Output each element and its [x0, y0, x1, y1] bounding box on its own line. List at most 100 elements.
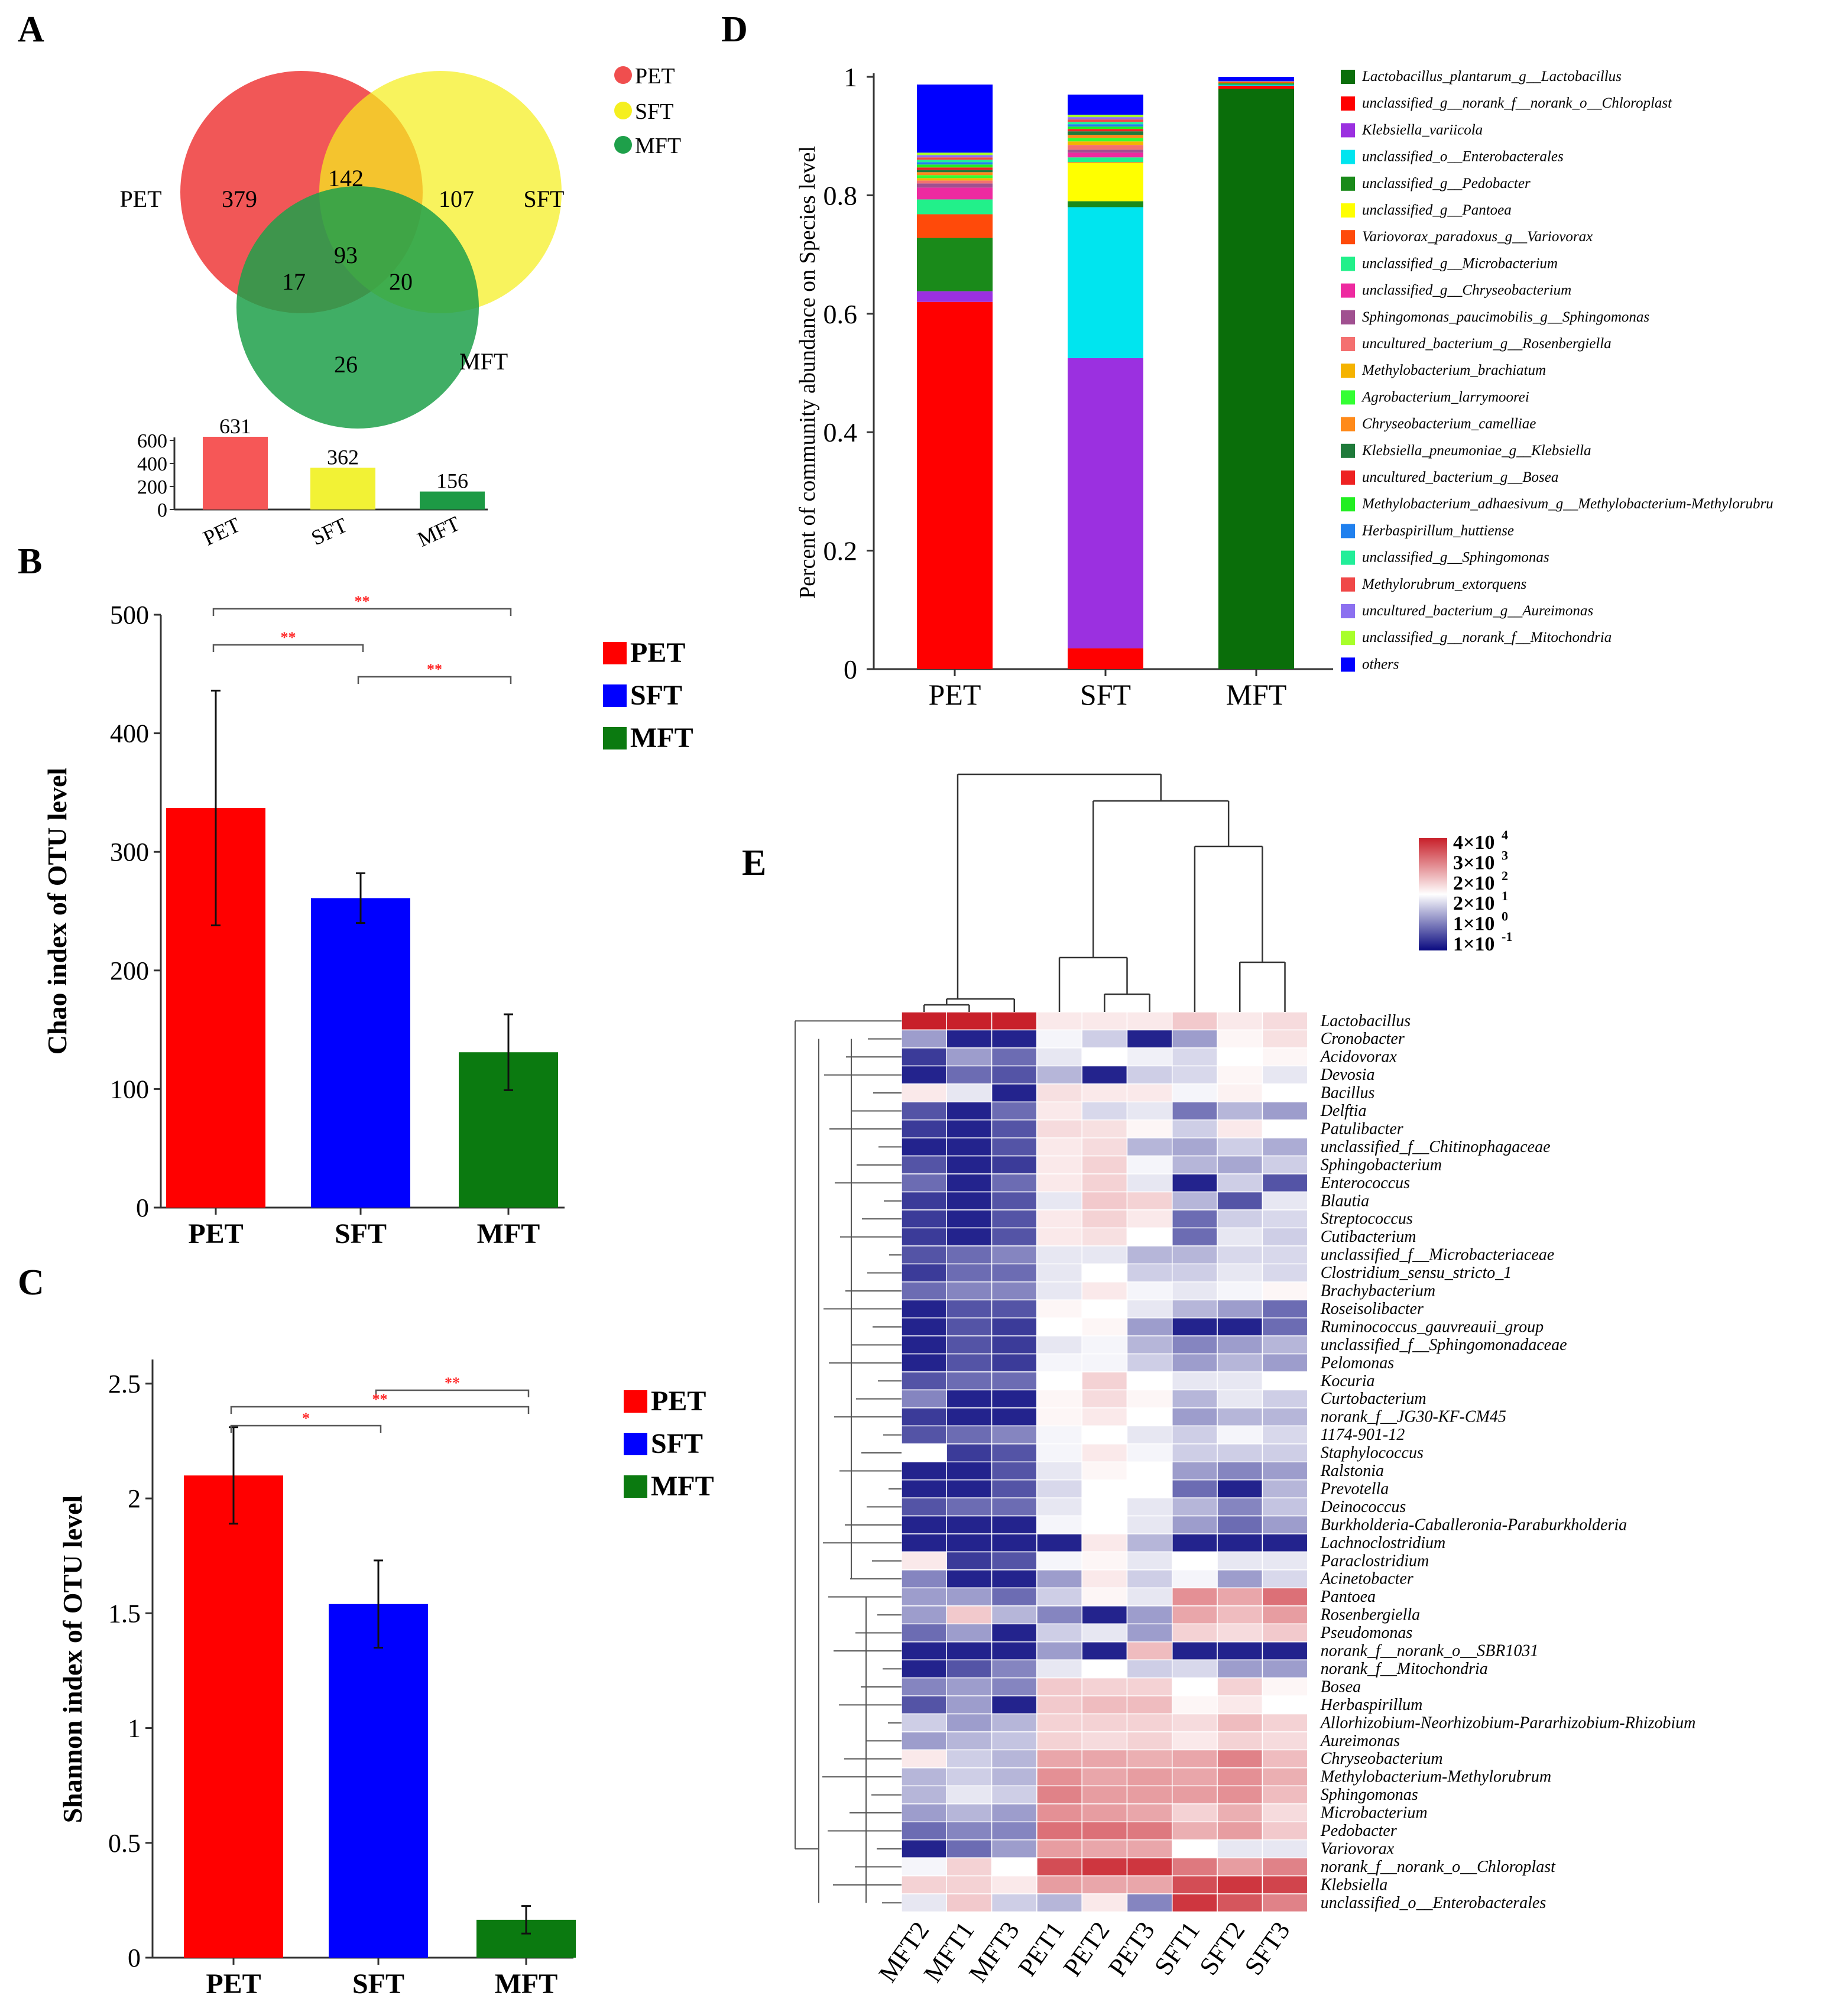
heatmap-cell [901, 1155, 948, 1174]
heatmap-cell [991, 1335, 1038, 1355]
heatmap-cell [1172, 1317, 1218, 1336]
hist-y-tick-label: 400 [137, 453, 167, 475]
x-tick-label: PET [206, 1968, 261, 2000]
heatmap-cell [946, 1659, 993, 1679]
legend-label: others [1362, 656, 1399, 672]
heatmap-cell [946, 1587, 993, 1607]
legend-label: unclassified_g__norank_f__Mitochondria [1362, 630, 1612, 645]
heatmap-cell [946, 1461, 993, 1481]
legend-swatch [1341, 390, 1355, 405]
heatmap-cell [946, 1803, 993, 1823]
heatmap-cell [901, 1083, 948, 1103]
legend-swatch-pet [624, 1390, 647, 1413]
heatmap-cell [991, 1245, 1038, 1265]
heatmap-cell [901, 1461, 948, 1481]
legend-swatch [1341, 176, 1355, 191]
heatmap-cell [1262, 1857, 1308, 1877]
heatmap-cell [1172, 1713, 1218, 1732]
heatmap-cell [1081, 1605, 1128, 1625]
heatmap-cell [1081, 1155, 1128, 1174]
heatmap-cell [991, 1371, 1038, 1391]
heatmap-column-label: SFT3 [1239, 1916, 1295, 1980]
stack-segment-sft [1068, 95, 1143, 115]
stack-segment-pet [917, 157, 993, 160]
heatmap-cell [1126, 1407, 1173, 1427]
x-tick-label: PET [188, 1218, 243, 1250]
heatmap-cell [1262, 1227, 1308, 1247]
heatmap-cell [1126, 1065, 1173, 1085]
heatmap-cell [1217, 1155, 1263, 1174]
heatmap-cell [1036, 1083, 1082, 1103]
heatmap-row-label: Acinetobacter [1319, 1570, 1413, 1588]
significance-bracket [212, 608, 512, 616]
heatmap-row-label: Kocuria [1320, 1372, 1375, 1390]
heatmap-cell [991, 1299, 1038, 1319]
hist-bar-pet [203, 436, 268, 510]
heatmap-cell [991, 1227, 1038, 1247]
heatmap-row-label: norank_f__Mitochondria [1321, 1660, 1488, 1678]
heatmap-row-label: Delftia [1320, 1102, 1367, 1120]
heatmap-cell [1036, 1479, 1082, 1498]
heatmap-cell [1217, 1479, 1263, 1498]
heatmap-cell [901, 1047, 948, 1067]
stack-segment-pet [917, 178, 993, 181]
heatmap-cell [1172, 1245, 1218, 1265]
heatmap-cell [1081, 1893, 1128, 1913]
heatmap-cell [1081, 1353, 1128, 1372]
stack-segment-pet [917, 183, 993, 188]
y-tick-label: 400 [110, 719, 149, 748]
stack-segment-pet [917, 214, 993, 238]
heatmap-cell [1036, 1047, 1082, 1067]
heatmap-cell [1172, 1209, 1218, 1229]
heatmap-row-label: unclassified_f__Chitinophagaceae [1321, 1138, 1551, 1156]
heatmap-cell [991, 1209, 1038, 1229]
heatmap-column-label: PET2 [1058, 1916, 1116, 1981]
stack-segment-sft [1068, 201, 1143, 207]
heatmap-cell [901, 1677, 948, 1696]
heatmap-cell [1172, 1065, 1218, 1085]
heatmap-cell [1172, 1083, 1218, 1103]
heatmap-cell [1081, 1101, 1128, 1121]
legend-label: unclassified_g__Sphingomonas [1362, 550, 1549, 566]
panel-label-c: C [18, 1263, 44, 1303]
heatmap-cell [1126, 1191, 1173, 1211]
heatmap-cell [1126, 1749, 1173, 1769]
heatmap-cell [991, 1011, 1038, 1031]
significance-bracket [212, 644, 364, 652]
y-tick-label: 0.5 [108, 1829, 141, 1858]
legend-a-label-sft: SFT [635, 99, 673, 124]
heatmap-cell [1081, 1713, 1128, 1732]
heatmap-cell [1217, 1713, 1263, 1732]
heatmap-cell [991, 1443, 1038, 1463]
heatmap-cell [1217, 1227, 1263, 1247]
legend-swatch [1341, 364, 1355, 378]
heatmap-cell [1036, 1497, 1082, 1517]
heatmap-cell [1036, 1515, 1082, 1534]
heatmap-row-label: norank_f__norank_o__Chloroplast [1321, 1858, 1556, 1876]
legend-swatch [1341, 631, 1355, 645]
heatmap-cell [1172, 1191, 1218, 1211]
heatmap-cell [1081, 1047, 1128, 1067]
heatmap-cell [1126, 1101, 1173, 1121]
heatmap-cell [1172, 1857, 1218, 1877]
legend-label: unclassified_g__Chryseobacterium [1362, 283, 1571, 298]
heatmap-cell [991, 1353, 1038, 1372]
heatmap-cell [1172, 1785, 1218, 1805]
legend-swatch-mft [624, 1475, 647, 1498]
heatmap-cell [1262, 1047, 1308, 1067]
legend-swatch [1341, 283, 1355, 298]
heatmap-row-label: Allorhizobium-Neorhizobium-Pararhizobium… [1319, 1714, 1696, 1732]
heatmap-cell [1262, 1515, 1308, 1534]
heatmap-cell [1262, 1425, 1308, 1445]
heatmap-cell [946, 1371, 993, 1391]
heatmap-cell [901, 1785, 948, 1805]
stack-segment-pet [917, 175, 993, 179]
heatmap-cell [991, 1191, 1038, 1211]
stack-segment-sft [1068, 152, 1143, 158]
heatmap-cell [1126, 1371, 1173, 1391]
heatmap-cell [1036, 1695, 1082, 1715]
heatmap-cell [1081, 1695, 1128, 1715]
heatmap-cell [1217, 1551, 1263, 1571]
heatmap-cell [1262, 1389, 1308, 1409]
heatmap-cell [1036, 1263, 1082, 1283]
